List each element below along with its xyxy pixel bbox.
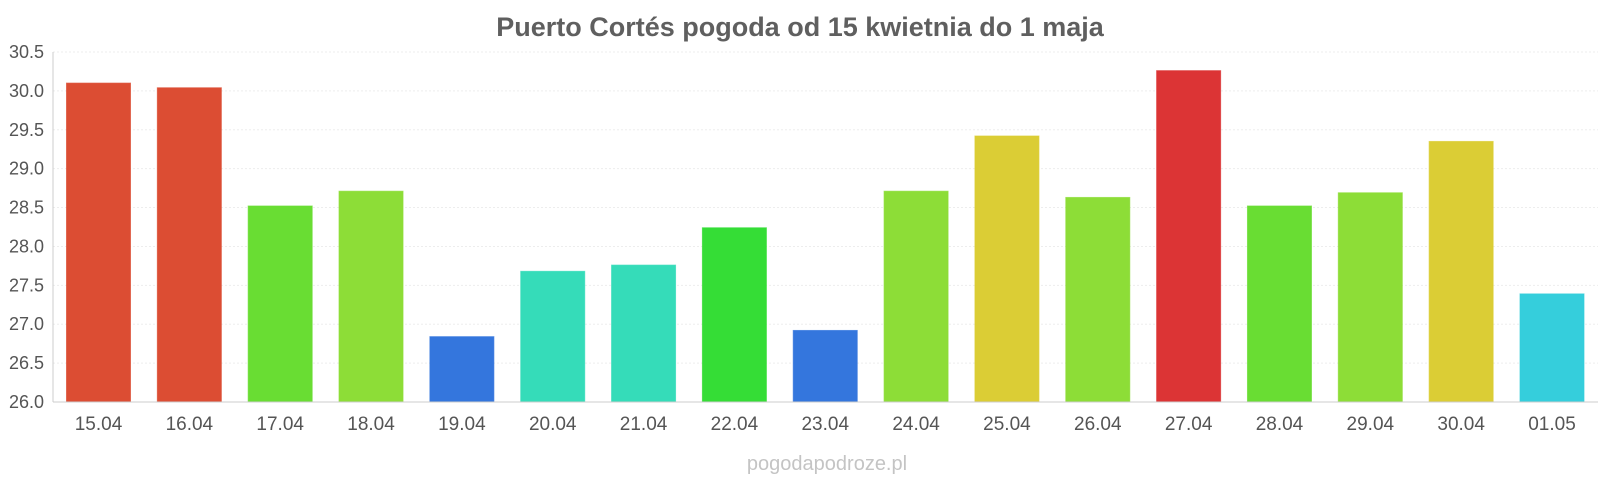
x-tick-label: 23.04: [801, 414, 849, 435]
bar-30.04: [1428, 140, 1494, 403]
bars: [66, 70, 1585, 403]
x-tick-label: 28.04: [1256, 414, 1304, 435]
bar-27.04: [1156, 70, 1222, 403]
bar-17.04: [247, 205, 313, 403]
x-tick-label: 25.04: [983, 414, 1031, 435]
bar-21.04: [611, 264, 677, 403]
watermark: pogodapodroze.pl: [747, 453, 907, 475]
x-axis-ticks: 15.04 16.04 17.04 18.04 19.04 20.04 21.04 22.04…: [75, 414, 1576, 435]
bar-28.04: [1246, 205, 1312, 403]
x-tick-label: 24.04: [892, 414, 940, 435]
chart-title: Puerto Cortés pogoda od 15 kwietnia do 1…: [496, 12, 1105, 42]
x-tick-label: 20.04: [529, 414, 577, 435]
x-tick-label: 16.04: [166, 414, 214, 435]
bar-23.04: [792, 329, 858, 403]
x-tick-label: 15.04: [75, 414, 123, 435]
bar-24.04: [883, 190, 949, 403]
x-tick-label: 29.04: [1347, 414, 1395, 435]
x-tick-label: 18.04: [347, 414, 395, 435]
y-tick-label: 26.5: [9, 353, 44, 373]
x-tick-label: 21.04: [620, 414, 668, 435]
x-tick-label: 27.04: [1165, 414, 1213, 435]
bar-29.04: [1337, 192, 1403, 403]
bar-25.04: [974, 135, 1040, 403]
bar-19.04: [429, 336, 495, 403]
bar-18.04: [338, 190, 404, 403]
y-tick-label: 30.5: [9, 42, 44, 62]
y-tick-label: 28.0: [9, 236, 44, 256]
bar-20.04: [520, 270, 586, 403]
y-tick-label: 28.5: [9, 198, 44, 218]
y-tick-label: 27.0: [9, 314, 44, 334]
x-tick-label: 01.05: [1528, 414, 1576, 435]
x-tick-label: 17.04: [256, 414, 304, 435]
y-tick-label: 30.0: [9, 81, 44, 101]
y-tick-label: 27.5: [9, 275, 44, 295]
x-tick-label: 30.04: [1437, 414, 1485, 435]
bar-01.05: [1519, 293, 1585, 403]
bar-15.04: [66, 82, 131, 403]
y-tick-label: 29.5: [9, 120, 44, 140]
bar-16.04: [156, 87, 222, 403]
x-tick-label: 26.04: [1074, 414, 1122, 435]
y-tick-label: 29.0: [9, 159, 44, 179]
x-tick-label: 22.04: [711, 414, 759, 435]
y-axis-ticks: 26.0 26.5 27.0 27.5 28.0 28.5 29.0 29.5 30.0 30.5: [9, 42, 44, 412]
x-tick-label: 19.04: [438, 414, 486, 435]
bar-22.04: [701, 227, 767, 403]
bar-26.04: [1065, 196, 1131, 403]
y-tick-label: 26.0: [9, 392, 44, 412]
